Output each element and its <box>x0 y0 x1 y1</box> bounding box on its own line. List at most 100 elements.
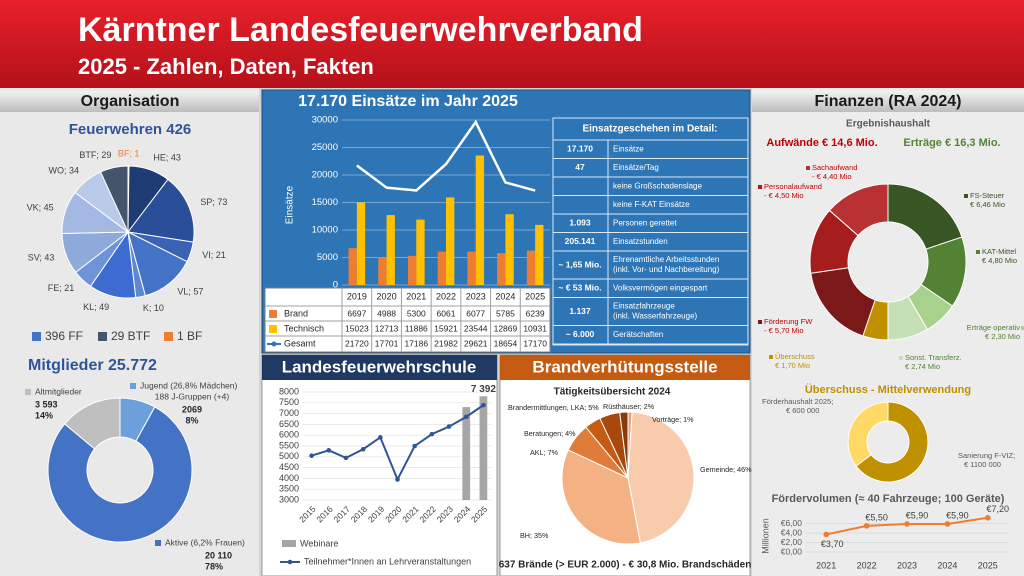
table-value: 10931 <box>523 323 547 333</box>
x-tick-label: 2024 <box>937 560 957 570</box>
legend-swatch <box>164 332 173 341</box>
data-label: € 2,30 Mio <box>985 332 1020 341</box>
point <box>823 531 829 538</box>
table-value: 47 <box>575 162 585 172</box>
table-value: ~ 6.000 <box>566 329 595 339</box>
x-tick-label: 2025 <box>525 291 545 301</box>
y-tick-label: 25000 <box>312 142 338 153</box>
label-marker <box>758 185 762 189</box>
point <box>463 414 469 420</box>
bar <box>505 214 514 285</box>
x-tick-label: 2025 <box>978 560 998 570</box>
legend-label: 29 BTF <box>111 329 150 343</box>
chart-title: Feuerwehren 426 <box>69 121 192 138</box>
table-label: Ehrenamtliche Arbeitsstunden <box>613 255 719 264</box>
category-label: Jugend (26,8% Mädchen) <box>140 380 238 390</box>
pie-slice <box>619 411 629 479</box>
pie-slice <box>847 401 889 467</box>
legend-swatch <box>130 383 136 389</box>
legend-label: Teilnehmer*Innen an Lehrveranstaltungen <box>304 556 471 566</box>
y-tick-label: 7000 <box>279 408 299 418</box>
table-label: keine F-KAT Einsätze <box>613 200 690 209</box>
label-marker <box>758 320 762 324</box>
category-label: KAT-Mittel <box>982 247 1016 256</box>
category-label: Förderung FW <box>764 317 813 326</box>
data-label: Vorträge; 1% <box>652 415 694 424</box>
table-label: Gerätschaften <box>613 330 663 339</box>
pie-slice <box>855 401 929 483</box>
table-value: ~ 1,65 Mio. <box>558 259 601 269</box>
x-tick-label: 2023 <box>897 560 917 570</box>
y-axis-title: Millionen <box>760 518 770 554</box>
bar <box>437 251 446 285</box>
bar <box>386 215 395 285</box>
legend-label: Brand <box>284 308 308 318</box>
page-title: Kärntner Landesfeuerwehrverband <box>78 11 643 49</box>
y-tick-label: €6,00 <box>781 518 803 528</box>
y-tick-label: 4000 <box>279 473 299 483</box>
y-tick-label: 10000 <box>312 225 338 236</box>
y-tick-label: 6500 <box>279 419 299 429</box>
table-value: ~ € 53 Mio. <box>558 283 601 293</box>
bar <box>462 407 471 500</box>
chart-title: Brandverhütungsstelle <box>532 357 717 376</box>
category-label: Förderhaushalt 2025; <box>762 397 833 406</box>
y-tick-label: 30000 <box>312 115 338 126</box>
data-label: SV; 43 <box>28 252 55 262</box>
bar <box>407 255 417 285</box>
legend-dot <box>271 341 277 347</box>
data-label: KL; 49 <box>83 302 109 312</box>
table-label: keine Großschadenslage <box>613 181 702 190</box>
y-tick-label: 8000 <box>279 386 299 396</box>
y-tick-label: 0 <box>333 280 338 291</box>
point <box>904 521 910 527</box>
data-label: €5,90 <box>946 510 969 520</box>
table-value: 17.170 <box>567 144 593 154</box>
point <box>395 477 400 482</box>
data-label: K; 10 <box>143 303 164 313</box>
pie-slice <box>99 165 129 233</box>
bar <box>446 197 455 285</box>
chart-title: Fördervolumen (≈ 40 Fahrzeuge; 100 Gerät… <box>772 493 1005 505</box>
label-marker <box>806 166 810 170</box>
y-tick-label: 4500 <box>279 462 299 472</box>
data-label: €7,20 <box>987 504 1010 514</box>
table-value: 6077 <box>466 308 485 318</box>
legend-label: Webinare <box>300 538 338 548</box>
bar <box>378 257 387 285</box>
table-value: 1.093 <box>569 218 591 228</box>
legend-swatch <box>32 332 41 341</box>
data-label: Gemeinde; 46% <box>700 465 752 474</box>
chart-subtitle: Tätigkeitsübersicht 2024 <box>554 387 671 398</box>
data-label: FE; 21 <box>48 283 75 293</box>
y-tick-label: 15000 <box>312 197 338 208</box>
bar <box>526 250 536 285</box>
legend-swatch <box>269 310 277 318</box>
data-label: Brandermittlungen, LKA; 5% <box>508 403 599 412</box>
data-label: €5,50 <box>865 512 888 522</box>
label-marker <box>769 355 773 359</box>
category-label: Altmitglieder <box>35 386 82 396</box>
y-tick-label: €2,00 <box>781 537 803 547</box>
data-label: - € 5,70 Mio <box>764 326 804 335</box>
legend-label: 396 FF <box>45 329 83 343</box>
table-value: 6061 <box>437 308 456 318</box>
chart-title: Mitglieder 25.772 <box>28 357 157 374</box>
pie-slice <box>127 178 195 243</box>
legend-label: Technisch <box>284 323 324 333</box>
data-label: €5,90 <box>906 510 929 520</box>
category-label: Personalaufwand <box>764 182 822 191</box>
data-label: 3 593 <box>35 399 58 409</box>
bar <box>535 224 544 285</box>
y-tick-label: 5000 <box>317 252 338 263</box>
point <box>429 431 435 437</box>
legend-label: 1 BF <box>177 329 202 343</box>
point <box>481 402 486 408</box>
table-value: 1.137 <box>569 306 591 316</box>
data-label: SP; 73 <box>200 197 227 207</box>
line <box>356 119 536 192</box>
chart-title: Landesfeuerwehrschule <box>282 357 477 376</box>
table-value: 21720 <box>345 338 369 348</box>
point <box>326 448 332 453</box>
